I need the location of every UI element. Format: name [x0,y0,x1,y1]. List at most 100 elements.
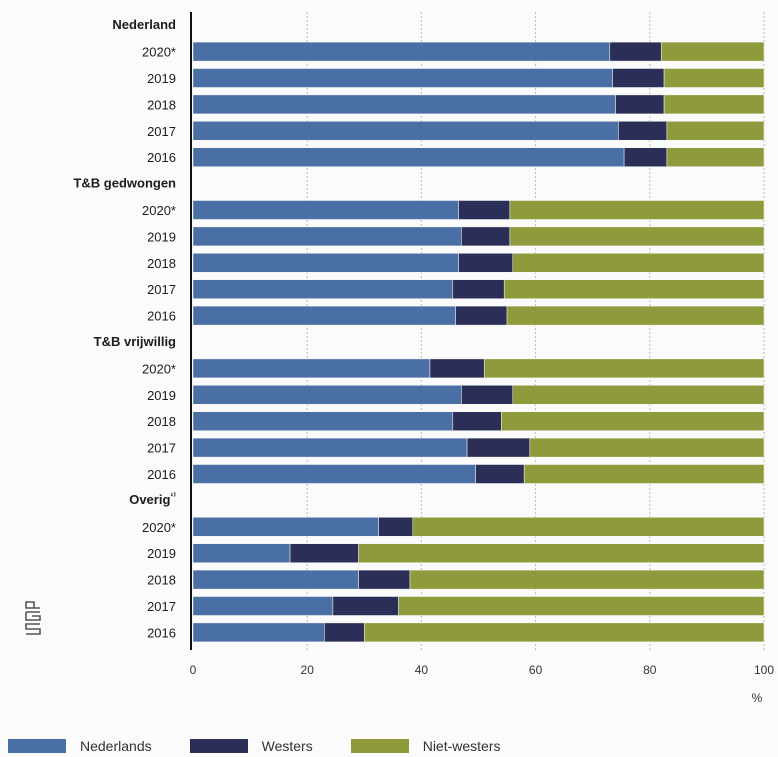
year-label-0-1: 2019 [147,71,176,86]
bar-segment-westers-2-2 [452,411,502,431]
legend-label-nederlands: Nederlands [80,738,152,754]
year-label-2-2: 2018 [147,414,176,429]
year-label-0-4: 2016 [147,150,176,165]
bar-segment-nederlands-1-0 [192,200,459,220]
bar-segment-westers-3-1 [289,543,359,563]
x-tick-label-80: 80 [643,663,657,677]
bar-segment-nederlands-1-1 [192,226,462,247]
bar-segment-westers-2-0 [429,358,485,379]
bar-segment-nederlands-3-0 [192,517,379,537]
year-label-1-1: 2019 [147,229,176,244]
legend-label-westers: Westers [261,738,313,754]
year-label-3-4: 2016 [147,625,176,640]
bar-segment-niet-westers-2-3 [529,437,765,458]
bar-segment-nederlands-3-4 [192,622,325,643]
legend: Nederlands Westers Niet-westers [8,738,539,754]
bar-segment-nederlands-2-0 [192,358,431,379]
bar-segment-westers-0-4 [623,147,668,167]
year-label-1-3: 2017 [147,282,176,297]
year-label-0-3: 2017 [147,124,176,139]
bar-segment-westers-3-3 [332,596,399,616]
legend-item-westers: Westers [189,738,313,754]
year-label-3-3: 2017 [147,599,176,614]
bar-segment-niet-westers-0-3 [666,121,765,141]
bar-segment-westers-0-2 [615,94,665,115]
bar-segment-niet-westers-0-1 [663,68,765,88]
bar-segment-nederlands-1-4 [192,305,456,326]
bar-segment-niet-westers-2-4 [523,464,765,484]
group-label-2: T&B vrijwillig [94,334,176,349]
cbs-logo-icon [24,600,44,641]
bar-segment-niet-westers-3-3 [398,596,765,616]
bar-segment-westers-3-4 [324,622,365,643]
bar-segment-westers-1-0 [458,200,511,220]
bar-segment-westers-1-1 [461,226,511,247]
bar-segment-niet-westers-3-1 [358,543,765,563]
bar-segment-niet-westers-3-0 [412,517,765,537]
group-label-0: Nederland [112,17,176,32]
bars [192,41,765,643]
bar-segment-niet-westers-1-2 [512,253,765,273]
legend-swatch-niet-westers [350,739,409,753]
bar-segment-niet-westers-1-0 [509,200,765,220]
bar-segment-westers-2-3 [466,437,531,458]
bar-segment-westers-1-3 [452,279,505,299]
bar-segment-westers-0-1 [612,68,665,88]
bar-segment-nederlands-0-2 [192,94,616,115]
bar-segment-niet-westers-1-3 [503,279,765,299]
group-label-1: T&B gedwongen [73,175,176,190]
bar-segment-niet-westers-1-1 [509,226,765,247]
x-tick-label-0: 0 [190,663,197,677]
bar-segment-westers-3-2 [358,569,411,590]
bar-segment-nederlands-2-3 [192,437,468,458]
row-labels: Nederland 2020* 2019 2018 2017 2016 T&B gedwon… [73,17,176,640]
legend-label-niet-westers: Niet-westers [422,738,501,754]
year-label-0-2: 2018 [147,97,176,112]
bar-segment-nederlands-2-4 [192,464,476,484]
group-label-3: Overig¹⁾ [129,491,176,507]
bar-segment-nederlands-3-1 [192,543,291,563]
year-label-2-4: 2016 [147,467,176,482]
bar-segment-nederlands-0-1 [192,68,613,88]
year-label-3-2: 2018 [147,573,176,588]
bar-segment-nederlands-0-3 [192,121,619,141]
bar-segment-nederlands-3-2 [192,569,359,590]
bar-segment-niet-westers-0-2 [663,94,765,115]
bar-segment-niet-westers-2-0 [483,358,765,379]
legend-swatch-westers [189,739,248,753]
year-label-3-0: 2020* [142,520,176,535]
bar-segment-niet-westers-1-4 [506,305,765,326]
x-axis-ticks: 0 20 40 60 80 100 [190,663,775,677]
x-axis-unit-label: % [752,691,763,705]
year-label-0-0: 2020* [142,45,176,60]
year-label-1-2: 2018 [147,256,176,271]
legend-item-nederlands: Nederlands [8,738,152,754]
bar-segment-nederlands-1-2 [192,253,459,273]
year-label-2-0: 2020* [142,361,176,376]
bar-segment-nederlands-2-2 [192,411,454,431]
bar-segment-nederlands-0-4 [192,147,625,167]
x-tick-label-60: 60 [529,663,543,677]
bar-segment-nederlands-0-0 [192,41,611,62]
bar-segment-westers-1-4 [455,305,508,326]
bar-segment-niet-westers-0-4 [666,147,765,167]
bar-segment-westers-0-3 [618,121,668,141]
year-label-1-0: 2020* [142,203,176,218]
year-label-1-4: 2016 [147,309,176,324]
year-label-2-3: 2017 [147,441,176,456]
stacked-bar-chart: Nederland 2020* 2019 2018 2017 2016 T&B gedwon… [73,12,775,705]
bar-segment-niet-westers-0-0 [660,41,765,62]
bar-segment-westers-0-0 [609,41,662,62]
bar-segment-westers-2-4 [475,464,525,484]
bar-segment-niet-westers-3-2 [409,569,765,590]
bar-segment-niet-westers-2-2 [501,411,765,431]
year-label-2-1: 2019 [147,388,176,403]
x-tick-label-100: 100 [754,663,774,677]
bar-segment-nederlands-3-3 [192,596,334,616]
legend-swatch-nederlands [8,739,66,753]
bar-segment-westers-2-1 [461,385,514,405]
x-tick-label-40: 40 [415,663,429,677]
bar-segment-nederlands-1-3 [192,279,454,299]
year-label-3-1: 2019 [147,546,176,561]
x-tick-label-20: 20 [301,663,315,677]
